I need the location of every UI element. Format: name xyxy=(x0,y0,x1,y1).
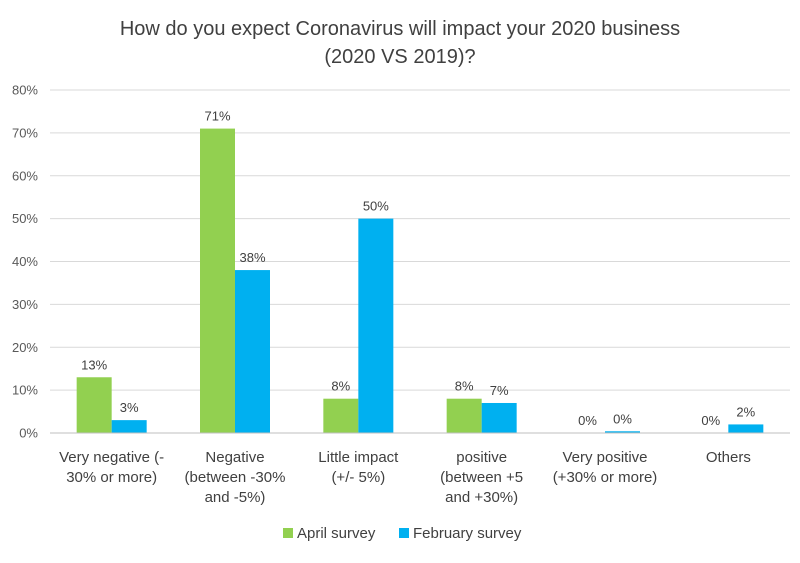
bar xyxy=(481,402,517,433)
bar xyxy=(446,398,482,433)
bar xyxy=(235,270,270,433)
category-label: Very negative (- xyxy=(59,449,164,466)
bars xyxy=(76,128,764,433)
category-label: (between -30% xyxy=(185,469,286,486)
chart-title-line: How do you expect Coronavirus will impac… xyxy=(120,18,680,40)
legend-label: April survey xyxy=(297,525,376,542)
bar xyxy=(728,424,764,433)
category-labels: Very negative (- 30% or more) Negative (bet… xyxy=(59,449,751,506)
data-label: 38% xyxy=(239,250,265,265)
data-label: 8% xyxy=(331,379,350,394)
y-tick-label: 0% xyxy=(19,426,38,441)
category-label: (+30% or more) xyxy=(553,469,658,486)
bar xyxy=(358,218,394,433)
legend-label: February survey xyxy=(413,525,522,542)
data-labels: 13% 3% 71% 38% 8% 50% 8% 7% 0% 0% 0% 2% xyxy=(81,109,756,428)
category-label: (+/- 5%) xyxy=(331,469,385,486)
data-label: 3% xyxy=(120,400,139,415)
y-tick-label: 70% xyxy=(12,125,38,140)
y-tick-label: 30% xyxy=(12,297,38,312)
category-label: Very positive xyxy=(562,449,647,466)
category-label: and -5%) xyxy=(205,489,266,506)
data-label: 0% xyxy=(701,413,720,428)
data-label: 2% xyxy=(736,404,755,419)
data-label: 13% xyxy=(81,357,107,372)
legend: April survey February survey xyxy=(283,525,522,542)
bar xyxy=(76,377,112,433)
y-tick-label: 10% xyxy=(12,383,38,398)
bar xyxy=(111,420,147,433)
data-label: 8% xyxy=(455,379,474,394)
chart-title: How do you expect Coronavirus will impac… xyxy=(120,18,680,68)
category-label: positive xyxy=(456,449,507,466)
data-label: 50% xyxy=(363,199,389,214)
bar xyxy=(323,398,359,433)
category-label: Negative xyxy=(205,449,264,466)
data-label: 71% xyxy=(204,109,230,124)
bar xyxy=(200,128,235,433)
category-label: 30% or more) xyxy=(66,469,157,486)
category-label: Others xyxy=(706,449,751,466)
data-label: 0% xyxy=(613,411,632,426)
chart-title-line: (2020 VS 2019)? xyxy=(324,46,475,68)
y-axis-ticks: 0% 10% 20% 30% 40% 50% 60% 70% 80% xyxy=(12,83,38,441)
category-label: (between +5 xyxy=(440,469,523,486)
y-tick-label: 20% xyxy=(12,340,38,355)
y-tick-label: 40% xyxy=(12,254,38,269)
bar xyxy=(605,431,640,433)
category-label: Little impact xyxy=(318,449,399,466)
data-label: 7% xyxy=(490,383,509,398)
legend-swatch xyxy=(283,528,293,538)
y-tick-label: 80% xyxy=(12,83,38,98)
y-tick-label: 60% xyxy=(12,168,38,183)
gridlines xyxy=(50,89,790,391)
y-tick-label: 50% xyxy=(12,211,38,226)
category-label: and +30%) xyxy=(445,489,518,506)
legend-swatch xyxy=(399,528,409,538)
data-label: 0% xyxy=(578,413,597,428)
